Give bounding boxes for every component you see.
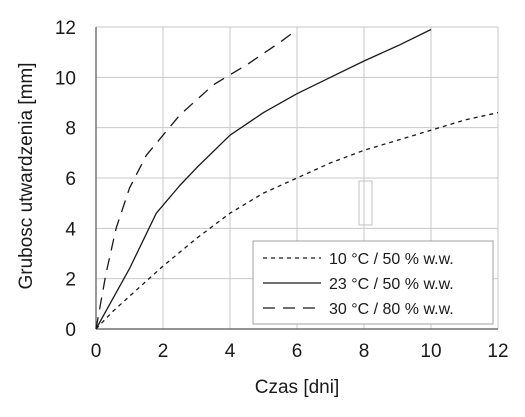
grid xyxy=(95,26,499,330)
x-tick-label: 2 xyxy=(158,341,169,362)
series-line-3 xyxy=(95,28,298,330)
y-tick-label: 4 xyxy=(65,219,76,240)
tick-labels: 0 2 4 6 8 10 12 0 2 4 6 8 10 12 xyxy=(55,18,509,362)
y-tick-label: 12 xyxy=(55,18,76,39)
y-tick-label: 10 xyxy=(55,68,76,89)
x-tick-label: 4 xyxy=(225,341,236,362)
x-tick-label: 8 xyxy=(359,341,370,362)
y-axis-title: Grubosc utwardzenia [mm] xyxy=(16,62,37,289)
y-tick-label: 6 xyxy=(65,169,76,190)
series-line-2 xyxy=(95,28,432,330)
series-line-1 xyxy=(95,111,499,330)
y-tick-label: 2 xyxy=(65,270,76,291)
y-tick-label: 0 xyxy=(65,320,76,341)
y-tick-label: 8 xyxy=(65,119,76,140)
x-tick-label: 0 xyxy=(91,341,102,362)
legend-label-2: 23 °C / 50 % w.w. xyxy=(329,276,454,293)
x-tick-label: 6 xyxy=(292,341,303,362)
legend-label-1: 10 °C / 50 % w.w. xyxy=(329,251,454,268)
x-tick-label: 10 xyxy=(420,341,441,362)
legend: 10 °C / 50 % w.w. 23 °C / 50 % w.w. 30 °C … xyxy=(252,240,494,325)
legend-label-3: 30 °C / 80 % w.w. xyxy=(329,301,454,318)
x-axis-title: Czas [dni] xyxy=(255,377,339,398)
x-tick-label: 12 xyxy=(487,341,508,362)
axes xyxy=(95,27,498,330)
series-lines xyxy=(95,28,499,330)
decorative-box xyxy=(358,180,373,226)
